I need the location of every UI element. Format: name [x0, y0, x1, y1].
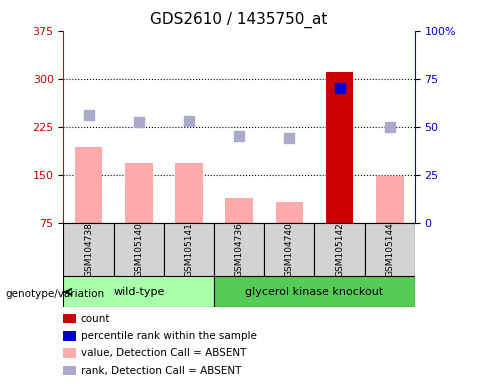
- Text: GSM105142: GSM105142: [335, 222, 344, 277]
- Point: [336, 85, 344, 91]
- Bar: [225, 199, 253, 223]
- Point: [84, 112, 92, 118]
- Text: rank, Detection Call = ABSENT: rank, Detection Call = ABSENT: [81, 366, 241, 376]
- Text: value, Detection Call = ABSENT: value, Detection Call = ABSENT: [81, 348, 246, 358]
- Text: wild-type: wild-type: [113, 287, 164, 297]
- FancyBboxPatch shape: [63, 223, 114, 276]
- Point: [185, 118, 193, 124]
- Text: GSM104738: GSM104738: [84, 222, 93, 277]
- Text: genotype/variation: genotype/variation: [5, 289, 104, 299]
- Bar: [75, 147, 102, 223]
- Text: count: count: [81, 314, 110, 324]
- FancyBboxPatch shape: [365, 223, 415, 276]
- Bar: [376, 176, 404, 223]
- Bar: [276, 202, 303, 223]
- FancyBboxPatch shape: [314, 223, 365, 276]
- Text: GSM105140: GSM105140: [134, 222, 143, 277]
- Bar: [325, 72, 353, 223]
- Text: GSM104736: GSM104736: [235, 222, 244, 277]
- FancyBboxPatch shape: [63, 276, 214, 307]
- Text: GSM104740: GSM104740: [285, 222, 294, 277]
- Bar: [175, 163, 203, 223]
- Bar: [125, 163, 153, 223]
- FancyBboxPatch shape: [164, 223, 214, 276]
- Text: percentile rank within the sample: percentile rank within the sample: [81, 331, 256, 341]
- Point: [135, 119, 142, 125]
- Text: GSM105144: GSM105144: [385, 222, 394, 277]
- Point: [386, 124, 394, 130]
- FancyBboxPatch shape: [264, 223, 314, 276]
- FancyBboxPatch shape: [214, 276, 415, 307]
- Title: GDS2610 / 1435750_at: GDS2610 / 1435750_at: [150, 12, 328, 28]
- FancyBboxPatch shape: [214, 223, 264, 276]
- FancyBboxPatch shape: [114, 223, 164, 276]
- Point: [285, 134, 293, 141]
- Text: glycerol kinase knockout: glycerol kinase knockout: [245, 287, 384, 297]
- Point: [235, 133, 243, 139]
- Text: GSM105141: GSM105141: [184, 222, 193, 277]
